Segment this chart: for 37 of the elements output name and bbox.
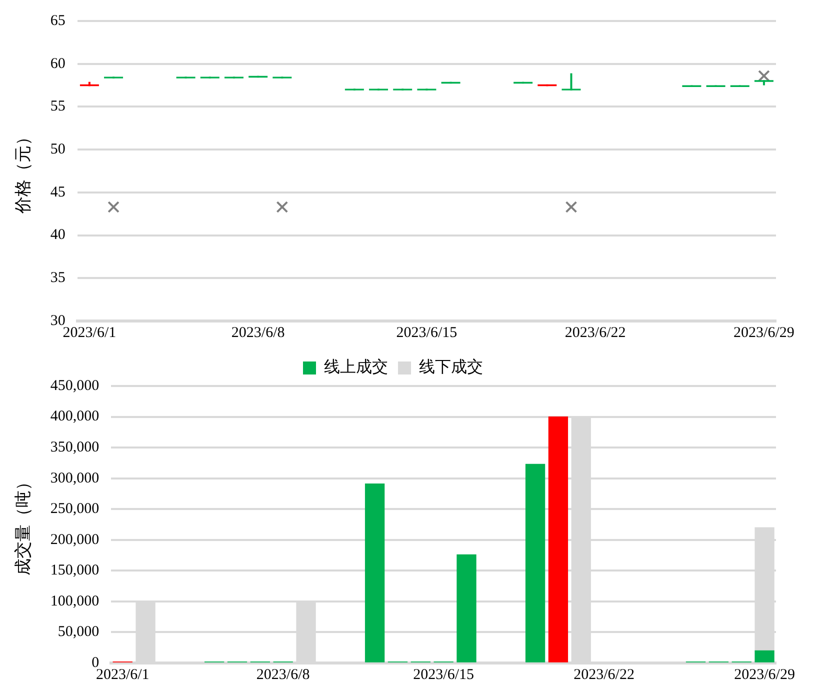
bar bbox=[364, 484, 385, 662]
y-tick-label: 100,000 bbox=[50, 593, 100, 610]
y-axis-title: 价格（元） bbox=[14, 128, 33, 214]
y-axis-title: 成交量（吨） bbox=[14, 474, 33, 576]
y-tick-label: 45 bbox=[50, 184, 66, 200]
x-tick-label: 2023/6/22 bbox=[574, 666, 634, 683]
x-tick-label: 2023/6/29 bbox=[734, 324, 794, 341]
y-tick-label: 350,000 bbox=[50, 439, 100, 456]
y-tick-label: 35 bbox=[50, 270, 66, 286]
legend-label: 线下成交 bbox=[419, 358, 483, 376]
bar bbox=[548, 416, 568, 662]
x-tick-label: 2023/6/8 bbox=[231, 324, 285, 341]
bar bbox=[456, 554, 476, 662]
y-tick-label: 450,000 bbox=[50, 378, 100, 394]
y-tick-label: 400,000 bbox=[50, 408, 100, 425]
y-tick-label: 200,000 bbox=[50, 532, 100, 548]
x-tick-label: 2023/6/15 bbox=[413, 666, 474, 683]
y-tick-label: 40 bbox=[50, 227, 66, 244]
y-tick-label: 300,000 bbox=[50, 470, 100, 486]
bar bbox=[525, 464, 546, 662]
bar bbox=[754, 650, 774, 662]
legend-label: 线上成交 bbox=[324, 358, 388, 376]
y-tick-label: 60 bbox=[50, 56, 66, 72]
x-tick-label: 2023/6/29 bbox=[734, 666, 795, 683]
y-tick-label: 65 bbox=[50, 12, 66, 29]
y-tick-label: 50 bbox=[50, 142, 66, 158]
y-tick-label: 30 bbox=[50, 312, 66, 329]
y-tick-label: 55 bbox=[50, 98, 66, 115]
x-tick-label: 2023/6/1 bbox=[96, 666, 150, 683]
candlestick bbox=[562, 72, 581, 92]
y-tick-label: 50,000 bbox=[58, 624, 100, 640]
x-tick-label: 2023/6/1 bbox=[62, 324, 116, 341]
x-tick-label: 2023/6/15 bbox=[396, 324, 458, 341]
y-tick-label: 150,000 bbox=[50, 562, 100, 579]
x-tick-label: 2023/6/22 bbox=[564, 324, 626, 341]
x-tick-label: 2023/6/8 bbox=[256, 666, 310, 683]
y-tick-label: 250,000 bbox=[50, 501, 100, 518]
